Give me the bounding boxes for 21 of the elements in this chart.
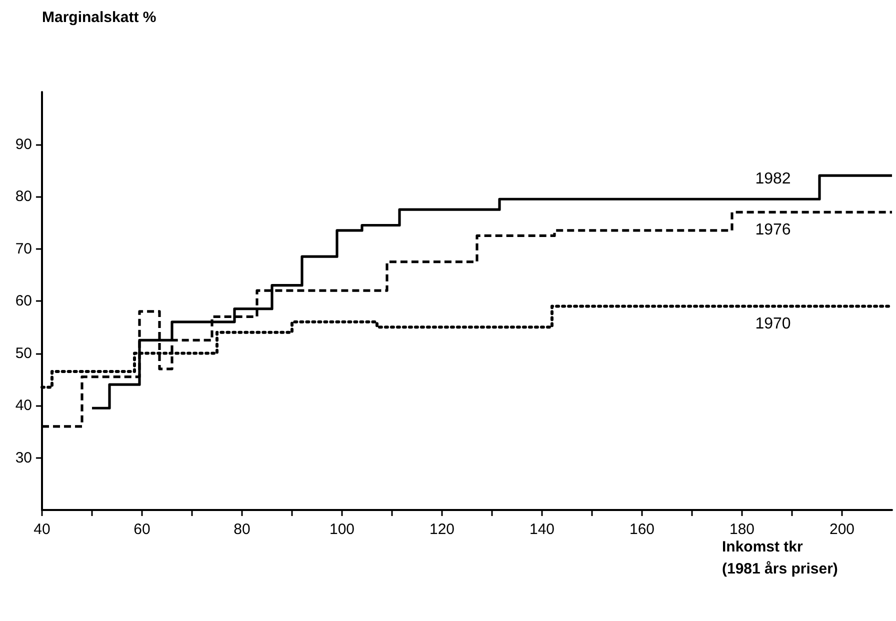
y-tick-label: 70 — [15, 240, 32, 258]
y-tick-label: 90 — [15, 136, 32, 153]
x-tick-label: 180 — [729, 521, 755, 538]
y-tick-label: 50 — [15, 344, 32, 362]
x-tick-label: 140 — [529, 521, 555, 538]
x-tick-label: 80 — [234, 521, 250, 538]
x-axis-title: Inkomst tkr (1981 års priser) — [722, 538, 838, 578]
x-tick-label: 160 — [629, 521, 655, 538]
y-tick-label: 60 — [15, 292, 32, 310]
x-tick-label: 120 — [429, 521, 455, 538]
series-label: 1970 — [755, 316, 791, 333]
y-tick-label: 30 — [15, 449, 32, 466]
y-tick-label: 80 — [15, 188, 32, 205]
x-tick-label: 200 — [829, 521, 855, 538]
x-tick-label: 60 — [134, 521, 150, 538]
series-label: 1982 — [755, 170, 791, 188]
x-tick-label: 40 — [34, 521, 50, 538]
series-label: 1976 — [755, 222, 791, 239]
x-tick-label: 100 — [329, 521, 355, 538]
y-axis-title: Marginalskatt % — [42, 9, 156, 26]
y-tick-label: 40 — [15, 397, 32, 414]
